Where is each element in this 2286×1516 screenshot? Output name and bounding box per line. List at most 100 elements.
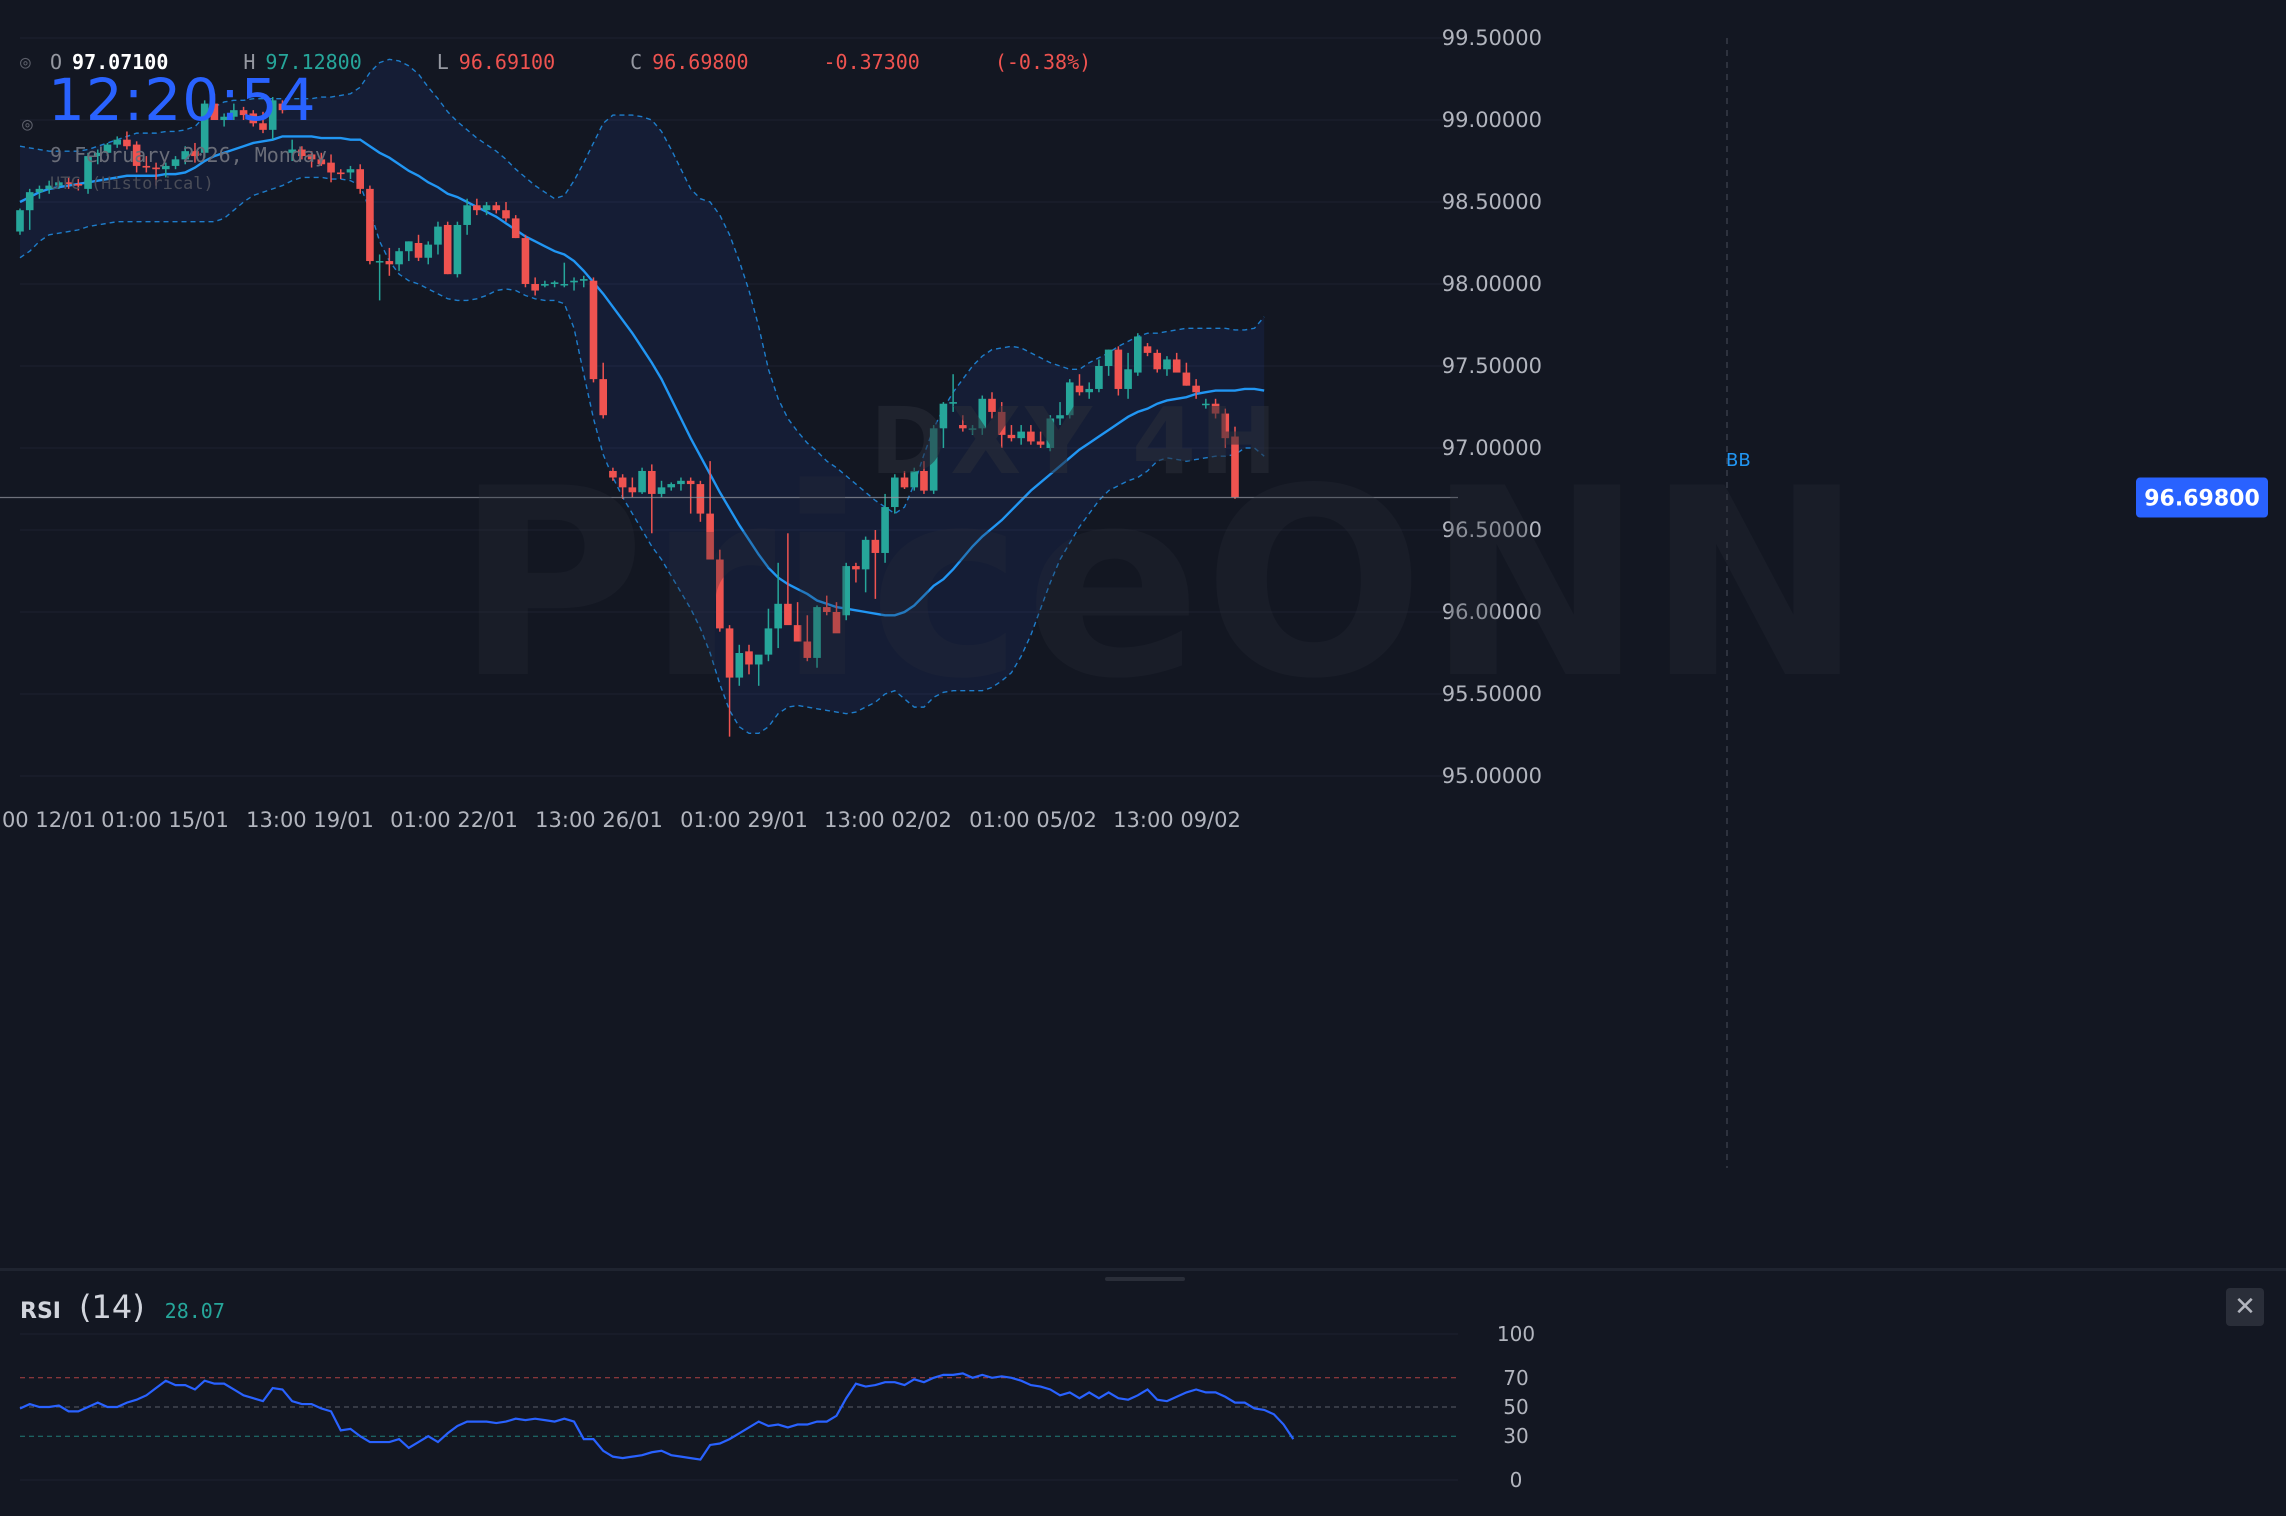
price-tag-bg bbox=[2136, 477, 2268, 518]
price-chart[interactable]: 96.69800 BB 99.50000 99.00000 98.50000 98.00… bbox=[0, 0, 2286, 1268]
candle bbox=[336, 169, 345, 180]
candle bbox=[181, 146, 190, 165]
change-value: -0.37300 bbox=[823, 50, 920, 74]
candle-body bbox=[725, 628, 734, 678]
candle bbox=[910, 467, 919, 491]
candle-body bbox=[521, 238, 530, 284]
candle-body bbox=[84, 156, 92, 189]
candle-body bbox=[385, 261, 394, 265]
candle-body bbox=[1221, 413, 1230, 439]
candle bbox=[677, 477, 685, 491]
candle-body bbox=[871, 539, 880, 553]
candle-body bbox=[813, 607, 821, 658]
candle-body bbox=[259, 123, 267, 130]
candle-body bbox=[336, 172, 345, 175]
candle bbox=[74, 179, 83, 191]
candle bbox=[1231, 426, 1239, 499]
candle bbox=[793, 602, 802, 642]
candle-body bbox=[414, 243, 423, 258]
candle bbox=[939, 402, 948, 448]
candle bbox=[978, 395, 987, 435]
candle bbox=[405, 241, 413, 262]
low-label: L bbox=[436, 50, 449, 74]
candle bbox=[521, 234, 530, 288]
candle bbox=[628, 477, 637, 498]
price-axis[interactable]: 99.50000 99.00000 98.50000 98.00000 97.50000… bbox=[1442, 26, 1542, 788]
bb-upper-line bbox=[19, 58, 1265, 515]
close-icon[interactable]: ✕ bbox=[2226, 1288, 2264, 1326]
candle-body bbox=[366, 188, 374, 262]
eye-icon[interactable]: ◎ bbox=[22, 114, 33, 135]
candle-body bbox=[103, 144, 112, 153]
rsi-tick-label: 70 bbox=[1503, 1366, 1528, 1390]
candle bbox=[648, 464, 656, 534]
eye-icon[interactable]: ◎ bbox=[20, 51, 31, 73]
candle bbox=[531, 277, 539, 296]
candle bbox=[356, 164, 364, 194]
candle-body bbox=[443, 224, 452, 275]
rsi-line bbox=[19, 1372, 1295, 1461]
price-tag: 96.69800 bbox=[2144, 487, 2260, 512]
candle-body bbox=[1104, 349, 1113, 366]
candle bbox=[1124, 352, 1132, 399]
time-tick-label: 13:00 09/02 bbox=[1113, 808, 1241, 832]
candle-body bbox=[1007, 434, 1016, 439]
candle bbox=[473, 198, 481, 216]
candle-body bbox=[162, 165, 170, 170]
candle bbox=[1027, 425, 1035, 445]
pane-divider[interactable] bbox=[0, 1268, 2286, 1291]
candle-body bbox=[1172, 359, 1181, 373]
candle bbox=[414, 234, 423, 262]
candle bbox=[1085, 382, 1093, 399]
candle-body bbox=[745, 651, 753, 665]
candle-body bbox=[793, 625, 802, 642]
candle bbox=[949, 374, 957, 412]
candle bbox=[997, 402, 1006, 448]
candle-body bbox=[395, 251, 403, 265]
rsi-axis: 100 70 50 30 0 bbox=[1497, 1322, 1535, 1492]
candle-body bbox=[1153, 352, 1162, 370]
candle-body bbox=[638, 470, 646, 493]
candle bbox=[881, 493, 889, 563]
price-tick-label: 98.00000 bbox=[1442, 272, 1542, 296]
candle bbox=[1172, 352, 1181, 373]
candle-body bbox=[1134, 336, 1142, 373]
candle-body bbox=[1202, 403, 1210, 406]
candle bbox=[1202, 398, 1210, 409]
candle bbox=[900, 470, 909, 489]
candle bbox=[968, 425, 977, 435]
candle bbox=[1114, 346, 1123, 396]
candle-body bbox=[686, 480, 695, 485]
candle bbox=[502, 202, 510, 222]
candle-body bbox=[268, 100, 277, 130]
candle-body bbox=[1182, 372, 1191, 386]
candle-body bbox=[754, 654, 763, 665]
candle-body bbox=[1231, 436, 1239, 498]
candle-body bbox=[968, 428, 977, 430]
candle bbox=[560, 262, 569, 288]
candle bbox=[45, 180, 53, 194]
candle bbox=[268, 97, 277, 140]
bollinger-bands bbox=[19, 58, 1265, 735]
candle bbox=[774, 562, 782, 649]
candle bbox=[745, 644, 753, 675]
time-tick-label: 13:00 19/01 bbox=[246, 808, 374, 832]
candle bbox=[162, 162, 170, 178]
candle-body bbox=[677, 480, 685, 485]
candle bbox=[55, 180, 63, 189]
candle bbox=[1056, 402, 1064, 426]
bb-label: BB bbox=[1726, 450, 1751, 471]
resize-handle[interactable] bbox=[1105, 1277, 1185, 1281]
watermark-symbol: DXY 4H bbox=[870, 388, 1281, 495]
candle-body bbox=[997, 411, 1006, 435]
time-tick-label: 01:00 05/02 bbox=[969, 808, 1097, 832]
candle-body bbox=[764, 628, 773, 655]
candle bbox=[511, 215, 520, 239]
candle bbox=[1192, 379, 1200, 399]
candle-body bbox=[200, 103, 209, 153]
price-tick-label: 95.00000 bbox=[1442, 764, 1542, 788]
rsi-chart[interactable]: 100 70 50 30 0 bbox=[0, 1288, 2286, 1516]
candle bbox=[385, 247, 394, 276]
candle bbox=[754, 654, 763, 686]
